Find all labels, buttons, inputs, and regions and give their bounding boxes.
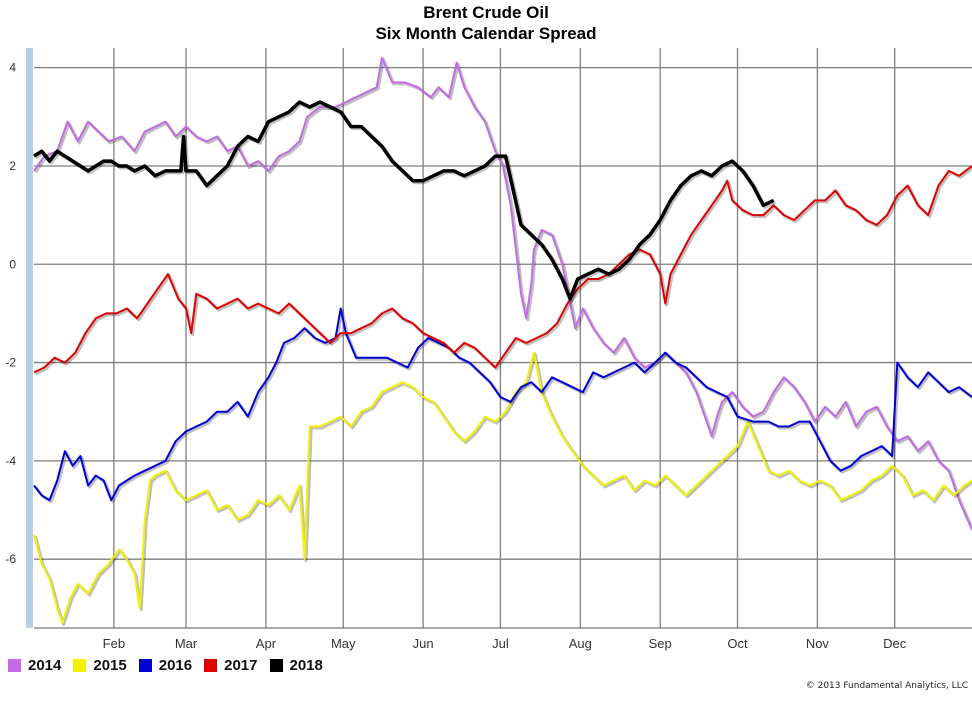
legend-label: 2015 (93, 657, 127, 674)
legend-label: 2018 (289, 657, 323, 674)
legend-item-2014[interactable]: 2014 (8, 657, 61, 674)
legend-label: 2016 (158, 657, 193, 674)
legend-item-2015[interactable]: 2015 (73, 657, 127, 674)
x-tick-label: Oct (727, 636, 748, 651)
series-line (33, 56, 972, 531)
legend-swatch (8, 659, 21, 672)
legend-label: 2017 (224, 657, 258, 674)
series-shadow (34, 166, 972, 376)
chart-subtitle: Six Month Calendar Spread (375, 24, 597, 43)
y-tick-label: -4 (5, 454, 16, 468)
series-shadow (34, 308, 972, 504)
legend-swatch (73, 659, 87, 672)
series-2018 (33, 100, 776, 303)
series-2014 (33, 56, 972, 532)
legend-label: 2014 (28, 657, 62, 674)
copyright-notice: © 2013 Fundamental Analytics, LLC (805, 681, 968, 691)
y-tick-label: 2 (9, 159, 16, 173)
y-tick-label: 4 (9, 61, 16, 75)
y-tick-label: -2 (5, 356, 16, 370)
series-line (33, 351, 972, 625)
series-2016 (33, 307, 972, 504)
legend-item-2016[interactable]: 2016 (138, 657, 193, 674)
legend: 2014 2015 2016 2017 2018 (8, 657, 323, 674)
legend-swatch (138, 659, 152, 672)
series-lines (33, 56, 972, 627)
y-axis-bar (26, 48, 33, 628)
y-tick-label: 0 (9, 257, 16, 271)
x-tick-label: Dec (883, 636, 907, 651)
x-tick-label: Jul (492, 636, 509, 651)
series-2017 (33, 165, 972, 376)
legend-item-2017[interactable]: 2017 (204, 657, 258, 674)
axes: 4 2 0 -2 -4 -6 Feb Mar Apr May Jun Jul Aug Sep Oct Nov D… (5, 48, 972, 651)
series-2015 (33, 351, 972, 627)
series-line (33, 307, 972, 502)
x-tick-label: Apr (256, 636, 277, 651)
x-tick-label: Mar (175, 636, 198, 651)
legend-swatch (204, 659, 218, 672)
x-tick-label: Jun (413, 636, 434, 651)
chart-title: Brent Crude Oil (423, 3, 549, 22)
legend-item-2018[interactable]: 2018 (269, 657, 323, 674)
series-line (33, 165, 972, 374)
grid (34, 48, 972, 628)
y-tick-label: -6 (5, 552, 16, 566)
x-tick-label: Nov (806, 636, 830, 651)
x-tick-label: May (331, 636, 356, 651)
series-line (33, 100, 775, 301)
x-tick-label: Aug (569, 636, 592, 651)
legend-swatch (269, 659, 283, 672)
x-tick-label: Feb (103, 636, 125, 651)
x-tick-label: Sep (649, 636, 672, 651)
